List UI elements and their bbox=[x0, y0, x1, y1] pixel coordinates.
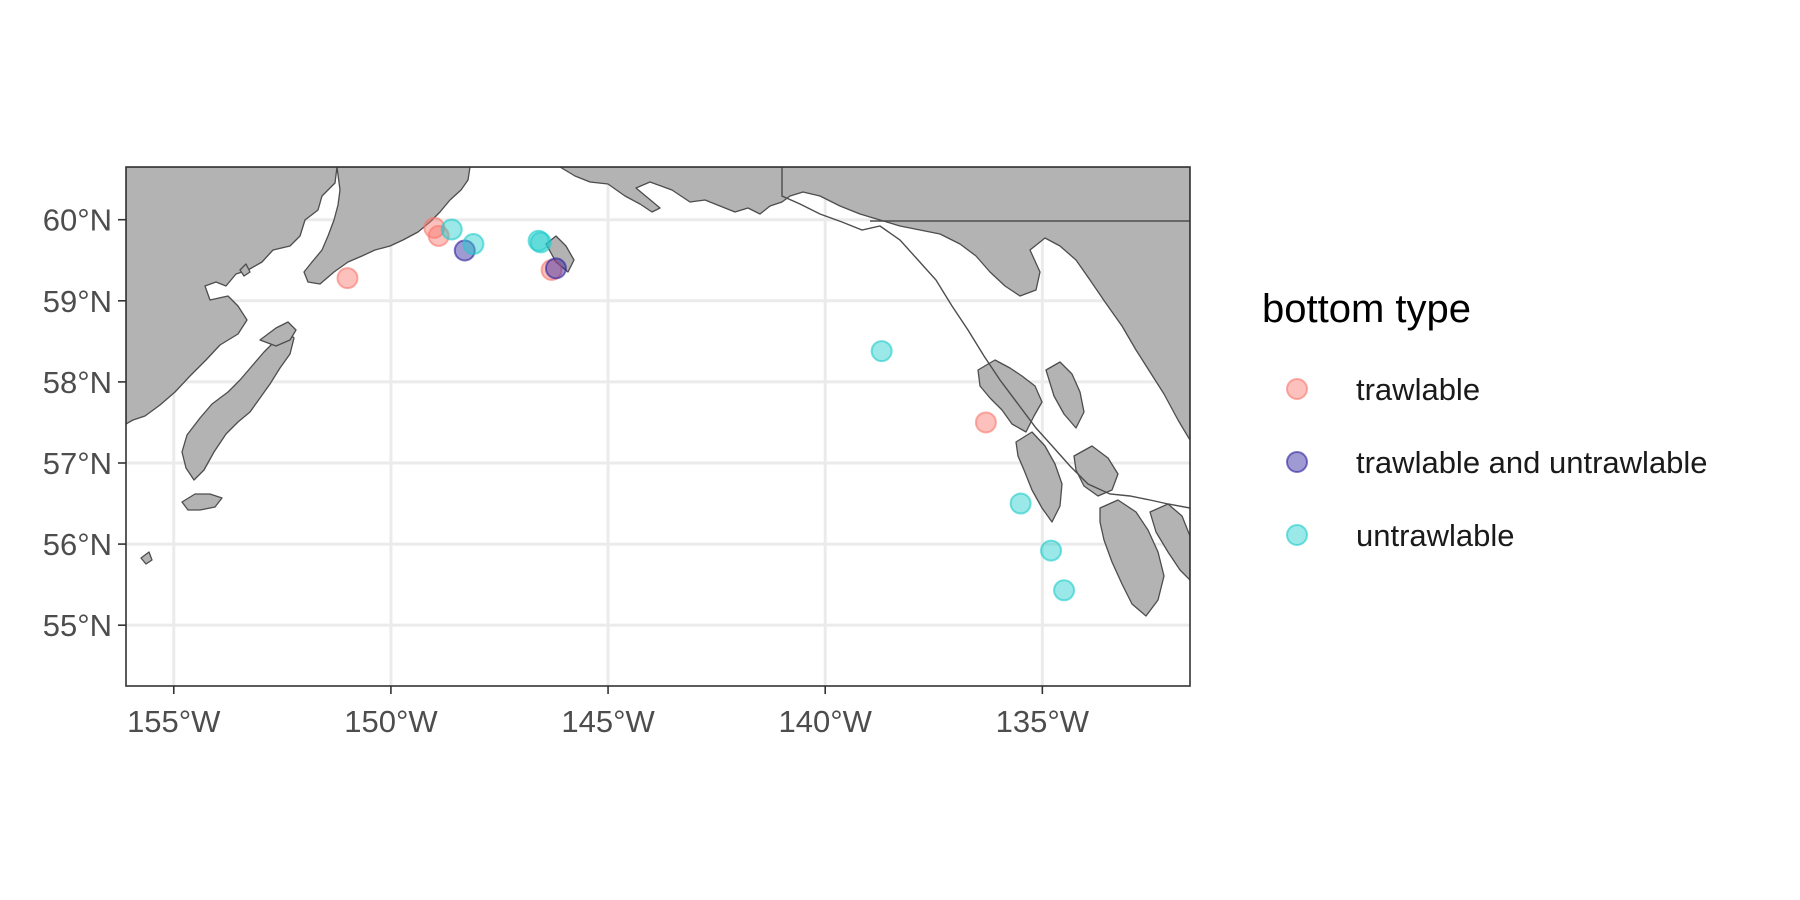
legend-key bbox=[1286, 378, 1308, 400]
legend-label: trawlable bbox=[1356, 372, 1480, 407]
x-axis: 155°W 150°W 145°W 140°W 135°W bbox=[127, 686, 1090, 739]
land-kodiak-island bbox=[181, 329, 295, 481]
land-afognak-island bbox=[259, 321, 297, 347]
point-untrawlable bbox=[1053, 579, 1076, 602]
x-tick-label: 150°W bbox=[344, 704, 438, 739]
legend-label: trawlable and untrawlable bbox=[1356, 445, 1708, 480]
y-tick-label: 56°N bbox=[43, 527, 112, 562]
point-untrawlable bbox=[529, 231, 552, 254]
y-tick-label: 60°N bbox=[43, 203, 112, 238]
x-tick-label: 135°W bbox=[996, 704, 1090, 739]
land-trinity-islands bbox=[181, 493, 223, 511]
point-trawlable bbox=[427, 224, 450, 247]
y-tick-label: 55°N bbox=[43, 608, 112, 643]
land-mainland-west bbox=[126, 167, 338, 425]
border-line bbox=[781, 167, 1190, 509]
y-tick-label: 57°N bbox=[43, 446, 112, 481]
legend-key bbox=[1286, 524, 1308, 546]
legend-label: untrawlable bbox=[1356, 518, 1515, 553]
y-axis: 55°N 56°N 57°N 58°N 59°N 60°N bbox=[43, 203, 126, 643]
point-untrawlable bbox=[462, 233, 485, 256]
survey-points bbox=[336, 216, 1076, 602]
land-chugach-coast bbox=[469, 167, 1190, 441]
land-kalgin-island bbox=[239, 263, 251, 277]
point-untrawlable bbox=[870, 340, 893, 363]
land-baranof-island bbox=[1015, 431, 1063, 523]
map-panel-border bbox=[125, 166, 1191, 687]
land-layer bbox=[126, 167, 1190, 617]
land-revillagigedo-island bbox=[1149, 503, 1190, 581]
point-trawlable-and-untrawlable bbox=[544, 257, 567, 280]
point-trawlable bbox=[974, 411, 997, 434]
x-tick-label: 140°W bbox=[779, 704, 873, 739]
land-chirikof-island bbox=[140, 551, 153, 565]
land-kenai-peninsula bbox=[303, 167, 471, 285]
y-tick-label: 58°N bbox=[43, 365, 112, 400]
point-untrawlable bbox=[1040, 539, 1063, 562]
point-untrawlable bbox=[440, 218, 463, 241]
land-prince-of-wales-island bbox=[1099, 499, 1165, 617]
point-trawlable bbox=[336, 267, 359, 290]
y-tick-label: 59°N bbox=[43, 284, 112, 319]
legend: bottom type trawlable trawlable and untra… bbox=[1262, 287, 1708, 553]
point-untrawlable bbox=[1009, 492, 1032, 515]
legend-title: bottom type bbox=[1262, 287, 1471, 331]
legend-key bbox=[1286, 451, 1308, 473]
x-tick-label: 145°W bbox=[561, 704, 655, 739]
land-admiralty-island bbox=[1045, 361, 1085, 429]
border-lines bbox=[781, 167, 1190, 509]
x-tick-label: 155°W bbox=[127, 704, 221, 739]
